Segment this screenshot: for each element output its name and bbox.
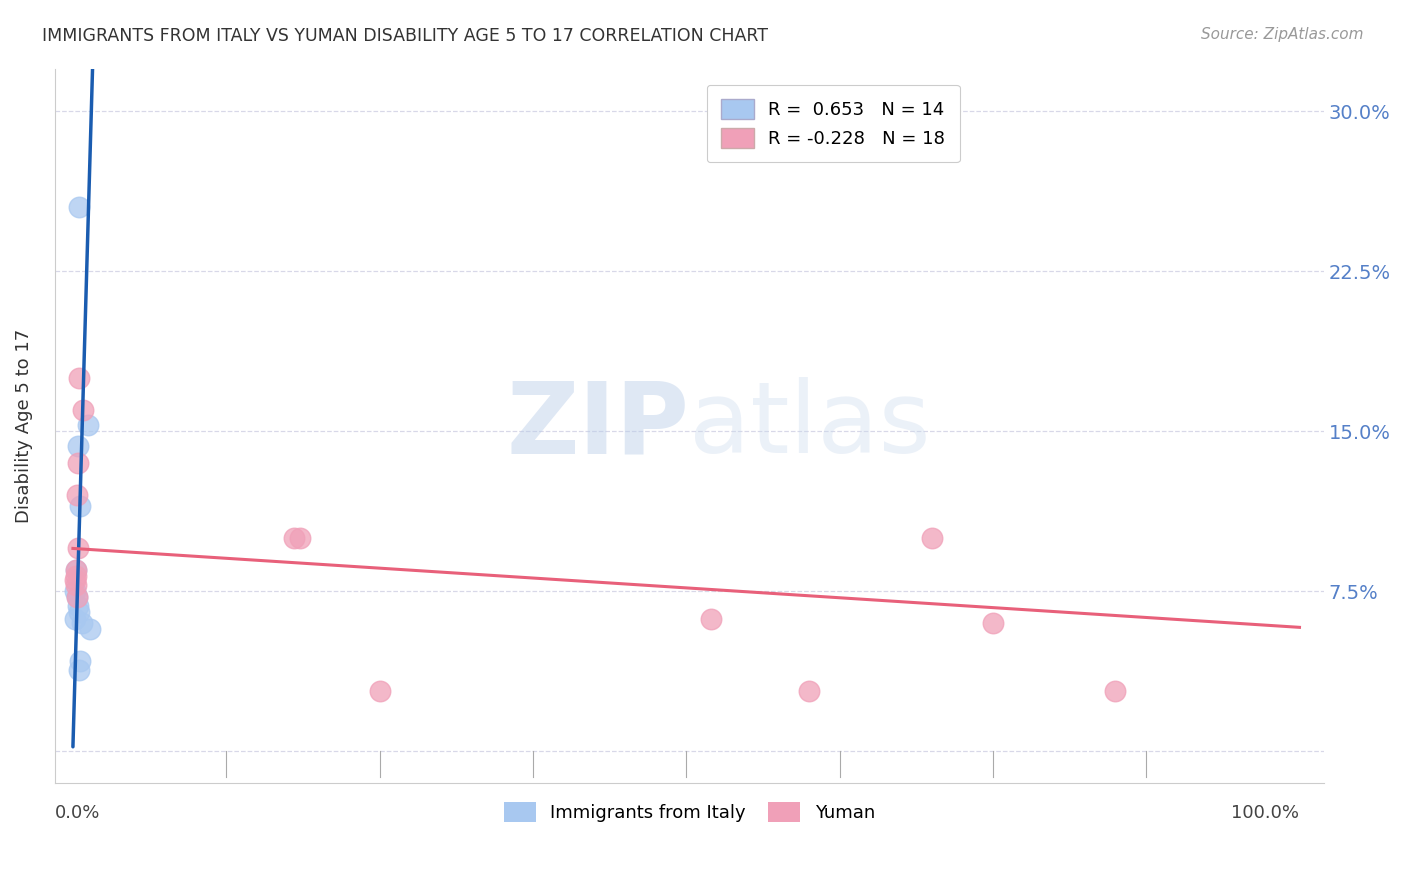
- Point: [67, 663, 90, 677]
- Text: 0.0%: 0.0%: [55, 805, 100, 822]
- Point: [981, 616, 1004, 631]
- Point: [797, 684, 820, 698]
- Point: [79, 623, 101, 637]
- Point: [1104, 684, 1126, 698]
- Point: [65, 563, 87, 577]
- Legend: Immigrants from Italy, Yuman: Immigrants from Italy, Yuman: [491, 789, 887, 835]
- Point: [70, 616, 93, 631]
- Point: [65, 488, 87, 502]
- Point: [368, 684, 391, 698]
- Text: Source: ZipAtlas.com: Source: ZipAtlas.com: [1201, 27, 1364, 42]
- Point: [72, 402, 94, 417]
- Text: IMMIGRANTS FROM ITALY VS YUMAN DISABILITY AGE 5 TO 17 CORRELATION CHART: IMMIGRANTS FROM ITALY VS YUMAN DISABILIT…: [42, 27, 768, 45]
- Point: [65, 577, 87, 591]
- Point: [283, 531, 305, 545]
- Point: [65, 584, 87, 599]
- Point: [76, 417, 98, 432]
- Text: 100.0%: 100.0%: [1232, 805, 1299, 822]
- Point: [65, 591, 87, 605]
- Point: [67, 200, 90, 214]
- Point: [66, 541, 89, 556]
- Point: [65, 569, 87, 583]
- Point: [65, 563, 87, 577]
- Point: [69, 655, 91, 669]
- Point: [66, 456, 89, 470]
- Text: ZIP: ZIP: [506, 377, 689, 475]
- Point: [69, 499, 91, 513]
- Point: [65, 612, 87, 626]
- Point: [700, 612, 723, 626]
- Y-axis label: Disability Age 5 to 17: Disability Age 5 to 17: [15, 328, 32, 523]
- Point: [288, 531, 311, 545]
- Point: [66, 599, 89, 613]
- Point: [921, 531, 943, 545]
- Point: [66, 439, 89, 453]
- Point: [67, 371, 90, 385]
- Text: atlas: atlas: [689, 377, 931, 475]
- Point: [67, 606, 90, 620]
- Point: [65, 574, 87, 588]
- Point: [66, 591, 89, 605]
